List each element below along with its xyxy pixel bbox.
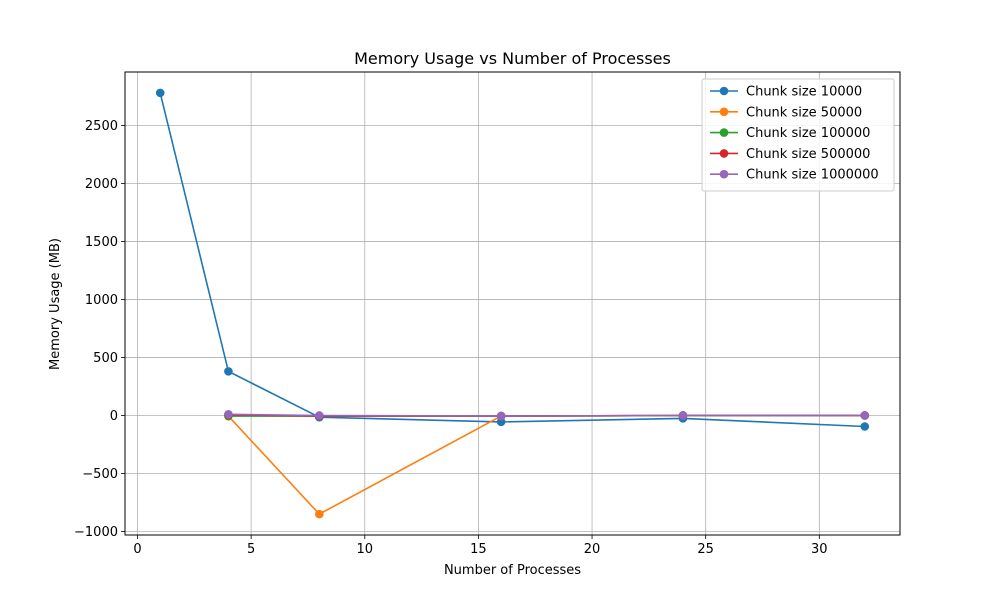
y-tick-label: 500 xyxy=(93,351,118,366)
legend-marker xyxy=(719,128,729,137)
data-point xyxy=(860,422,870,431)
legend-box xyxy=(701,78,895,192)
x-tick-label: 10 xyxy=(356,542,373,557)
x-axis-label: Number of Processes xyxy=(444,563,581,578)
series-group xyxy=(155,88,870,519)
x-tick-label: 5 xyxy=(247,542,255,557)
legend-item: Chunk size 1000000 xyxy=(710,168,879,183)
axis-ticks: 0 5 10 15 20 25 30 −1000 −500 0 500 1000 1500 2000 250… xyxy=(74,119,828,557)
series xyxy=(224,411,870,519)
legend-marker xyxy=(719,149,729,158)
y-tick-label: −500 xyxy=(82,467,118,482)
y-tick-label: 1500 xyxy=(85,235,118,250)
legend-label: Chunk size 1000000 xyxy=(746,168,879,183)
y-tick-label: −1000 xyxy=(74,525,118,540)
series xyxy=(224,410,870,421)
series-line xyxy=(227,414,865,515)
legend-item: Chunk size 100000 xyxy=(710,126,870,141)
series-line xyxy=(159,92,865,428)
series-line xyxy=(228,413,865,417)
data-point xyxy=(678,411,688,420)
x-tick-label: 15 xyxy=(470,542,487,557)
legend-label: Chunk size 10000 xyxy=(746,85,862,100)
legend-marker xyxy=(719,169,729,179)
y-tick-label: 2000 xyxy=(85,177,118,192)
data-point xyxy=(315,509,324,519)
legend-item: Chunk size 50000 xyxy=(710,105,862,120)
data-point xyxy=(224,367,233,376)
x-tick-label: 30 xyxy=(811,542,828,557)
x-tick-label: 0 xyxy=(133,542,141,557)
chart-title: Memory Usage vs Number of Processes xyxy=(354,49,671,68)
legend-item: Chunk size 500000 xyxy=(710,147,870,162)
legend-label: Chunk size 500000 xyxy=(746,147,870,162)
data-point xyxy=(860,411,870,420)
x-tick-label: 20 xyxy=(584,542,601,557)
plot-frame xyxy=(124,71,901,536)
x-tick-label: 25 xyxy=(697,542,714,557)
legend-item: Chunk size 10000 xyxy=(710,85,862,100)
data-point xyxy=(315,411,324,420)
legend: Chunk size 10000 Chunk size 50000 Chunk si… xyxy=(701,78,895,192)
y-axis-label: Memory Usage (MB) xyxy=(48,238,63,370)
legend-marker xyxy=(719,86,729,96)
y-tick-label: 0 xyxy=(110,409,118,424)
data-point xyxy=(155,88,165,98)
legend-label: Chunk size 50000 xyxy=(746,105,862,120)
data-point xyxy=(496,411,506,421)
data-point xyxy=(224,410,233,419)
y-tick-label: 1000 xyxy=(85,293,118,308)
y-tick-label: 2500 xyxy=(85,119,118,134)
legend-label: Chunk size 100000 xyxy=(746,126,870,141)
legend-marker xyxy=(719,107,729,117)
